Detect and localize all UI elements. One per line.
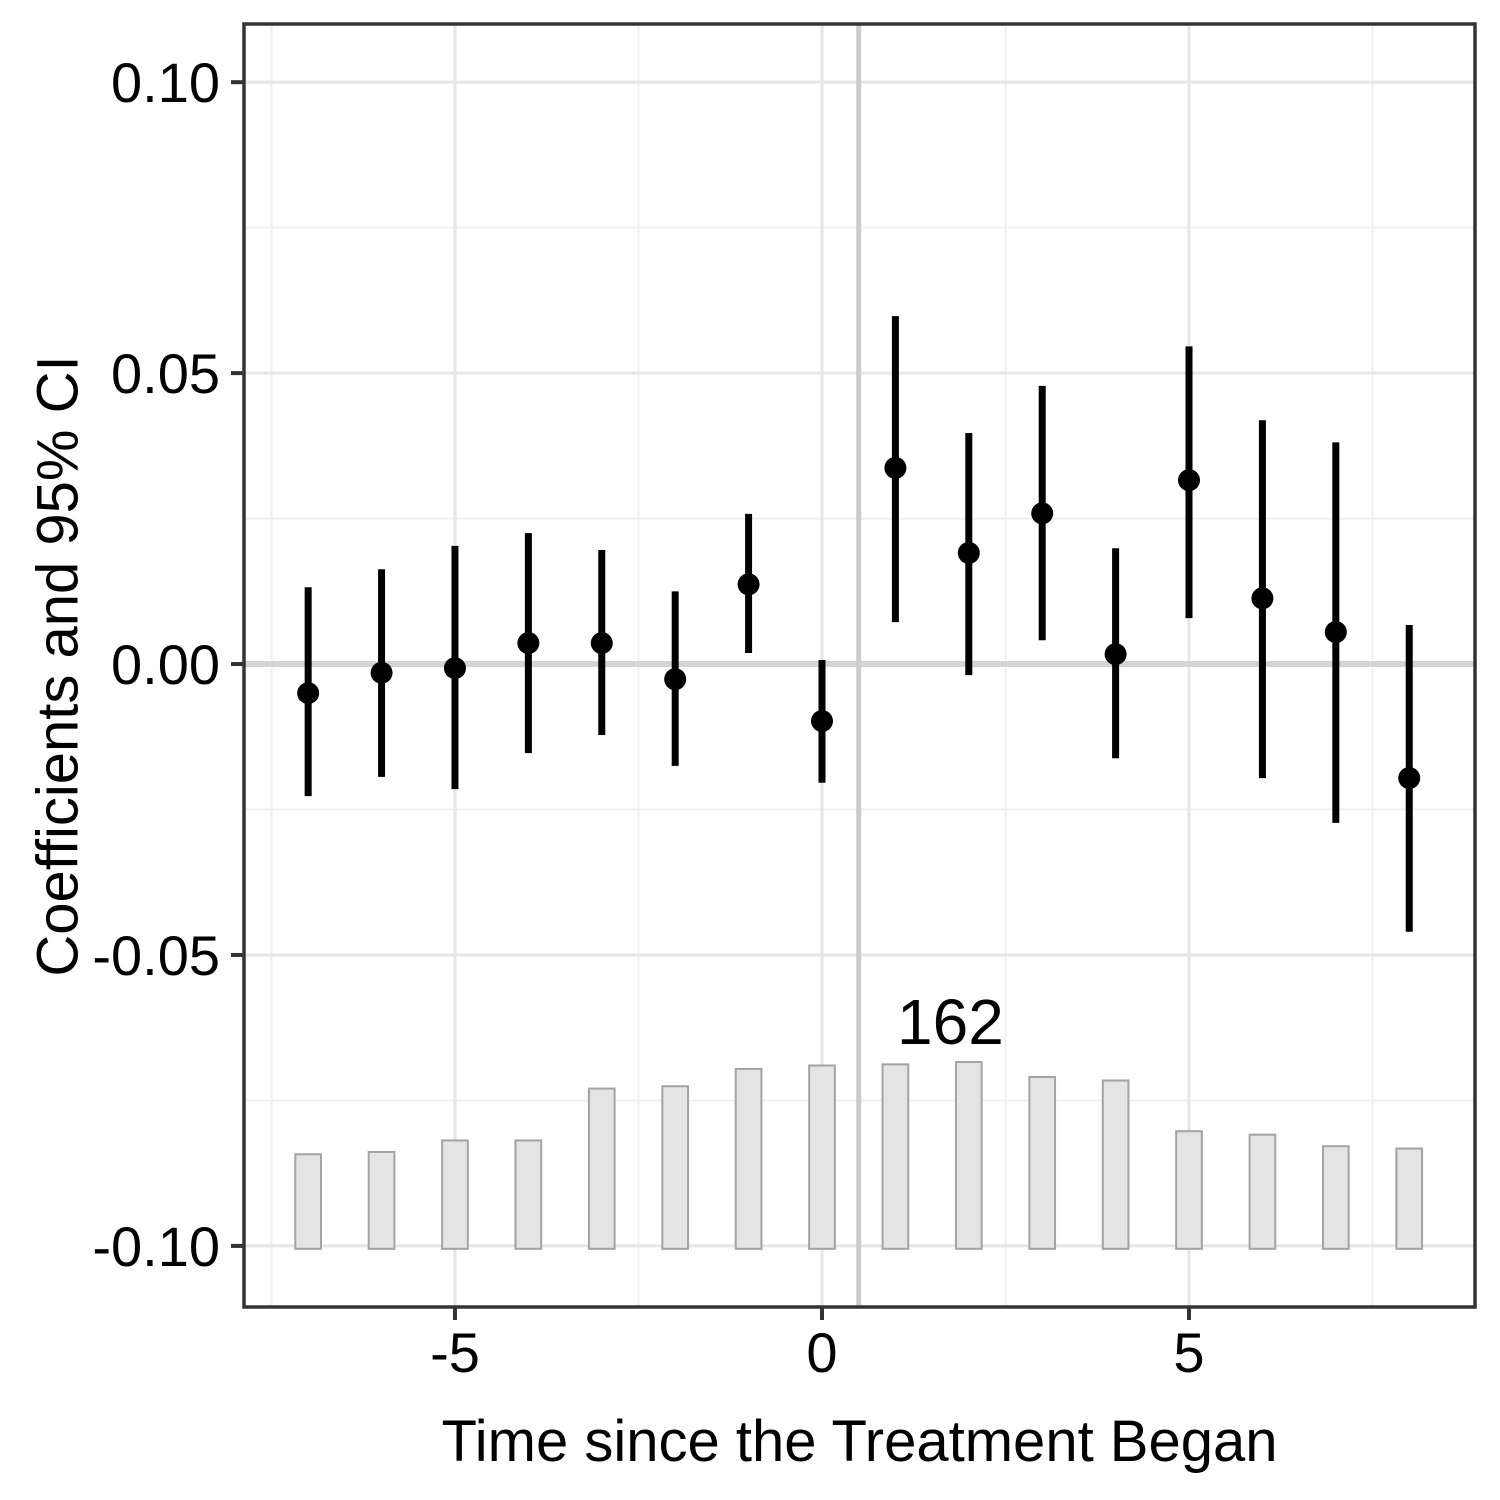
max-count-label: 162 — [897, 985, 1004, 1058]
point-estimate — [297, 682, 320, 705]
x-tick-labels: -5 0 5 — [430, 1321, 1205, 1384]
x-tick-label: -5 — [430, 1321, 480, 1384]
point-estimate — [957, 541, 980, 564]
count-bar — [1395, 1147, 1424, 1250]
count-bar — [514, 1139, 543, 1250]
point-estimate — [1398, 767, 1421, 790]
point-estimate — [810, 710, 833, 733]
point-estimate — [1178, 469, 1201, 492]
x-tick-label: 5 — [1173, 1321, 1204, 1384]
y-tick-label: 0.05 — [111, 342, 220, 405]
count-bar — [367, 1150, 396, 1250]
count-bar — [1175, 1130, 1203, 1250]
point-estimate — [370, 661, 393, 684]
y-tick-label: -0.10 — [92, 1215, 220, 1278]
count-bar — [1248, 1133, 1277, 1250]
y-tick-label: 0.00 — [111, 633, 220, 696]
point-estimate — [664, 668, 687, 691]
y-tick-label: -0.05 — [92, 924, 220, 987]
point-estimate — [1251, 587, 1274, 610]
point-estimates — [297, 456, 1421, 790]
point-estimate — [1324, 621, 1347, 644]
count-bar — [587, 1087, 616, 1250]
count-bar — [954, 1061, 983, 1250]
axis-tick-marks — [231, 80, 1192, 1320]
x-axis-title: Time since the Treatment Began — [441, 1409, 1278, 1474]
count-bar — [294, 1153, 323, 1250]
count-bar — [881, 1063, 910, 1250]
reference-lines — [244, 24, 1475, 1307]
y-axis-title: Coefficients and 95% CI — [25, 354, 91, 977]
y-tick-label: 0.10 — [111, 51, 220, 114]
count-bar — [734, 1067, 763, 1250]
count-bar — [1321, 1145, 1350, 1250]
x-tick-label: 0 — [806, 1321, 837, 1384]
point-estimate — [884, 456, 907, 479]
count-bar — [1101, 1079, 1130, 1250]
point-estimate — [517, 632, 540, 655]
point-estimate — [737, 573, 760, 596]
point-estimate — [1104, 643, 1127, 666]
count-histogram — [294, 1061, 1424, 1250]
y-tick-labels: 0.10 0.05 0.00 -0.05 -0.10 — [92, 51, 220, 1278]
point-estimate — [1031, 502, 1054, 525]
count-bar — [1028, 1076, 1057, 1250]
point-estimate — [443, 657, 466, 680]
point-estimate — [590, 632, 613, 655]
count-bar — [661, 1085, 690, 1250]
count-bar — [808, 1064, 836, 1250]
count-bar — [441, 1139, 469, 1250]
